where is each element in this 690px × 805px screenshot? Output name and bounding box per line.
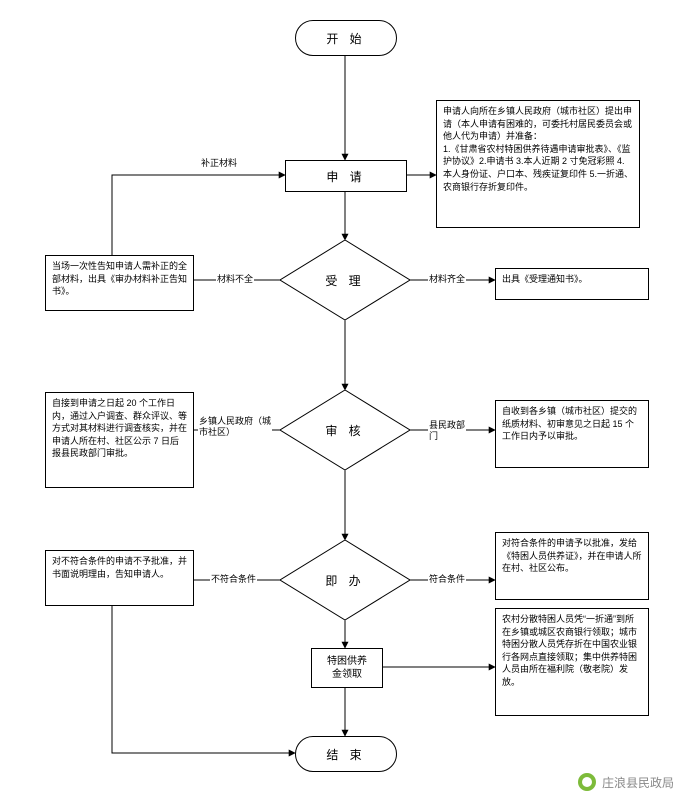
edge-label-repair-text: 补正材料 [201, 158, 237, 168]
handle-label: 即 办 [325, 572, 364, 589]
edge-label-mat-complete-text: 材料齐全 [429, 274, 465, 284]
end-terminator: 结 束 [295, 736, 397, 772]
apply-label: 申 请 [326, 168, 365, 185]
apply-note: 申请人向所在乡镇人民政府（城市社区）提出申请（本人申请有困难的，可委托村居民委员… [436, 100, 640, 228]
footer-text: 庄浪县民政局 [602, 774, 674, 791]
accept-label: 受 理 [325, 272, 364, 289]
review-right-note-text: 自收到各乡镇（城市社区）提交的纸质材料、初审意见之日起 15 个工作日内予以审批… [502, 406, 637, 441]
payout-note-text: 农村分散特困人员凭“一折通”到所在乡镇或城区农商银行领取；城市特困分散人员凭存折… [502, 614, 637, 687]
edge-label-review-left: 乡镇人民政府（城 市社区） [198, 416, 272, 438]
handle-right-note: 对符合条件的申请予以批准，发给《特困人员供养证》，并在申请人所在村、社区公布。 [495, 532, 649, 600]
accept-right-note: 出具《受理通知书》。 [495, 268, 649, 300]
edge-label-review-left-text: 乡镇人民政府（城 市社区） [199, 416, 271, 437]
accept-left-note: 当场一次性告知申请人需补正的全部材料，出具《审办材料补正告知书》。 [45, 255, 194, 311]
handle-right-note-text: 对符合条件的申请予以批准，发给《特困人员供养证》，并在申请人所在村、社区公布。 [502, 538, 642, 573]
payout-process: 特困供养 金领取 [311, 648, 383, 688]
handle-left-note: 对不符合条件的申请不予批准，并书面说明理由，告知申请人。 [45, 550, 194, 606]
payout-note: 农村分散特困人员凭“一折通”到所在乡镇或城区农商银行领取；城市特困分散人员凭存折… [495, 608, 649, 716]
edge-label-mat-complete: 材料齐全 [428, 272, 466, 285]
edge-label-mat-incomplete-text: 材料不全 [217, 274, 253, 284]
accept-right-note-text: 出具《受理通知书》。 [502, 274, 588, 284]
handle-decision: 即 办 [280, 540, 410, 620]
apply-note-text: 申请人向所在乡镇人民政府（城市社区）提出申请（本人申请有困难的，可委托村居民委员… [443, 106, 633, 192]
accept-left-note-text: 当场一次性告知申请人需补正的全部材料，出具《审办材料补正告知书》。 [52, 261, 187, 296]
edge-label-mat-incomplete: 材料不全 [216, 272, 254, 285]
edge-label-review-right-text: 县民政部 门 [429, 420, 465, 441]
payout-label: 特困供养 金领取 [327, 655, 367, 681]
edge-label-cond-yes: 符合条件 [428, 572, 466, 585]
start-label: 开 始 [326, 30, 365, 47]
review-left-note-text: 自接到申请之日起 20 个工作日内，通过入户调查、群众评议、等方式对其材料进行调… [52, 398, 187, 458]
review-left-note: 自接到申请之日起 20 个工作日内，通过入户调查、群众评议、等方式对其材料进行调… [45, 392, 194, 488]
handle-left-note-text: 对不符合条件的申请不予批准，并书面说明理由，告知申请人。 [52, 556, 187, 579]
apply-process: 申 请 [285, 160, 407, 192]
edge-label-repair: 补正材料 [200, 156, 238, 169]
start-terminator: 开 始 [295, 20, 397, 56]
edge-label-review-right: 县民政部 门 [428, 420, 466, 442]
end-label: 结 束 [326, 746, 365, 763]
review-decision: 审 核 [280, 390, 410, 470]
accept-decision: 受 理 [280, 240, 410, 320]
review-label: 审 核 [325, 422, 364, 439]
flowchart-canvas: 开 始 结 束 申 请 特困供养 金领取 受 理 审 核 即 办 申请人向所在乡… [0, 0, 690, 805]
edge-label-cond-no: 不符合条件 [210, 572, 257, 585]
footer: 庄浪县民政局 [578, 773, 674, 791]
wechat-icon [578, 773, 596, 791]
edge-label-cond-no-text: 不符合条件 [211, 574, 256, 584]
review-right-note: 自收到各乡镇（城市社区）提交的纸质材料、初审意见之日起 15 个工作日内予以审批… [495, 400, 649, 468]
edge-label-cond-yes-text: 符合条件 [429, 574, 465, 584]
